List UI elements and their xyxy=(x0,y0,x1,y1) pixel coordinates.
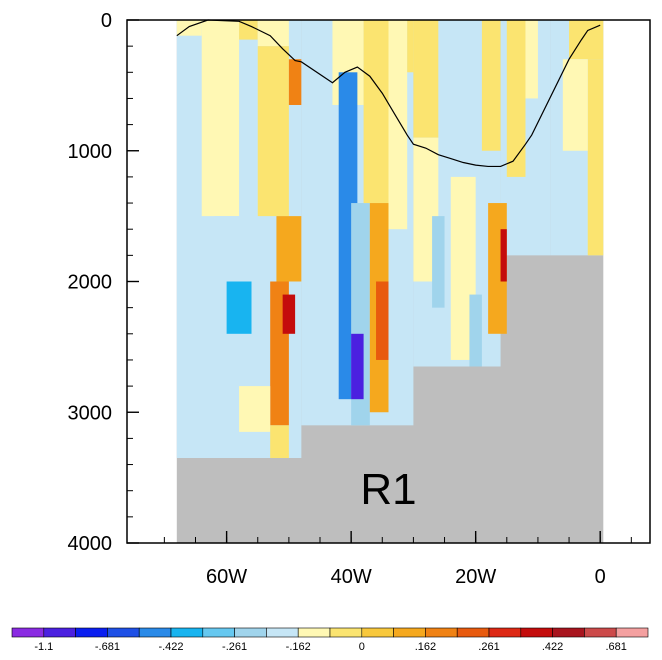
colorbar-swatch xyxy=(234,627,267,638)
data-cell xyxy=(469,294,482,367)
x-tick-label: 20W xyxy=(455,566,496,588)
colorbar-label: .261 xyxy=(478,641,499,653)
data-cell xyxy=(432,216,445,308)
x-tick-label: 60W xyxy=(206,566,247,588)
colorbar-swatch xyxy=(393,627,426,638)
data-cell xyxy=(376,281,389,360)
colorbar-swatch xyxy=(202,627,235,638)
colorbar-label: -.681 xyxy=(95,641,120,653)
colorbar-label: -1.1 xyxy=(34,641,53,653)
colorbar-swatch xyxy=(615,627,649,638)
colorbar: -1.1 -.681 -.422 -.261 -.162 0 .162 .261 .422 .68… xyxy=(11,627,649,653)
data-cell xyxy=(276,216,302,282)
colorbar-swatch xyxy=(11,627,45,638)
colorbar-swatch xyxy=(456,627,490,638)
data-cell xyxy=(251,281,271,387)
data-cell xyxy=(587,59,604,256)
colorbar-label: .681 xyxy=(605,641,626,653)
colorbar-swatch xyxy=(138,627,172,638)
x-axis: 60W 40W 20W 0 xyxy=(163,531,632,588)
data-cell xyxy=(214,216,240,282)
colorbar-label: 0 xyxy=(359,641,365,653)
colorbar-swatch xyxy=(488,627,522,638)
data-cell xyxy=(257,20,289,47)
contour-line xyxy=(176,19,601,168)
colorbar-swatch xyxy=(425,627,458,638)
data-cell xyxy=(413,20,439,138)
data-cell xyxy=(270,425,289,459)
colorbar-swatch xyxy=(107,627,140,638)
data-cell xyxy=(239,386,271,432)
colorbar-swatch xyxy=(329,627,363,638)
data-cell xyxy=(363,20,389,204)
y-tick-label: 4000 xyxy=(68,533,113,555)
data-cell xyxy=(388,20,408,230)
y-tick-label: 3000 xyxy=(68,402,113,424)
colorbar-label: .422 xyxy=(542,641,563,653)
data-cell xyxy=(257,46,289,217)
colorbar-label: .162 xyxy=(415,641,436,653)
data-cell xyxy=(239,20,258,40)
data-cell xyxy=(201,20,240,217)
data-cell xyxy=(226,281,252,334)
x-tick-label: 0 xyxy=(595,566,606,588)
colorbar-swatch xyxy=(297,627,331,638)
y-tick-label: 0 xyxy=(101,10,112,32)
data-cell xyxy=(506,20,526,177)
panel-label: R1 xyxy=(360,465,416,514)
colorbar-swatch xyxy=(520,627,553,638)
data-cell xyxy=(562,59,588,151)
colorbar-swatch xyxy=(43,627,76,638)
colorbar-label: -.261 xyxy=(222,641,247,653)
data-cell xyxy=(282,294,296,334)
data-cell xyxy=(288,59,302,105)
colorbar-label: -.422 xyxy=(158,641,183,653)
colorbar-swatch xyxy=(361,627,394,638)
data-cells-layer xyxy=(176,20,604,459)
colorbar-swatch xyxy=(552,627,585,638)
y-axis: 0 1000 2000 3000 4000 xyxy=(68,10,139,555)
data-cell xyxy=(481,20,501,151)
colorbar-swatch xyxy=(266,627,299,638)
data-cell xyxy=(525,20,538,99)
y-tick-label: 2000 xyxy=(68,272,113,294)
data-cell xyxy=(500,229,507,282)
colorbar-swatch xyxy=(584,627,617,638)
colorbar-swatch xyxy=(170,627,204,638)
y-tick-label: 1000 xyxy=(68,141,113,163)
colorbar-swatch xyxy=(75,627,108,638)
contour-layer xyxy=(176,19,601,168)
x-tick-label: 40W xyxy=(331,566,372,588)
data-cell xyxy=(351,333,364,400)
colorbar-label: -.162 xyxy=(286,641,311,653)
data-cell xyxy=(407,20,414,73)
